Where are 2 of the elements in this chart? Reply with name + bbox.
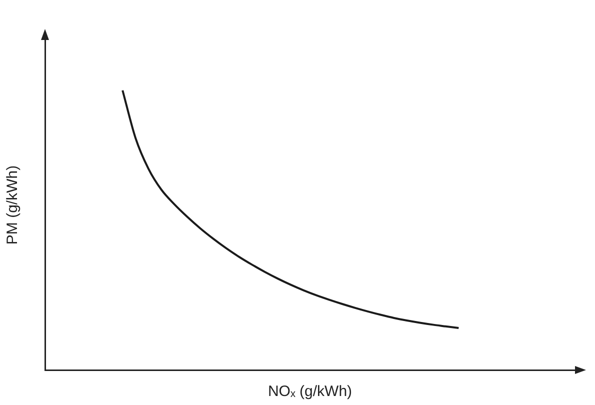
y-axis-title: PM (g/kWh) bbox=[4, 165, 22, 245]
x-axis-title: NOₓ (g/kWh) bbox=[268, 383, 352, 400]
